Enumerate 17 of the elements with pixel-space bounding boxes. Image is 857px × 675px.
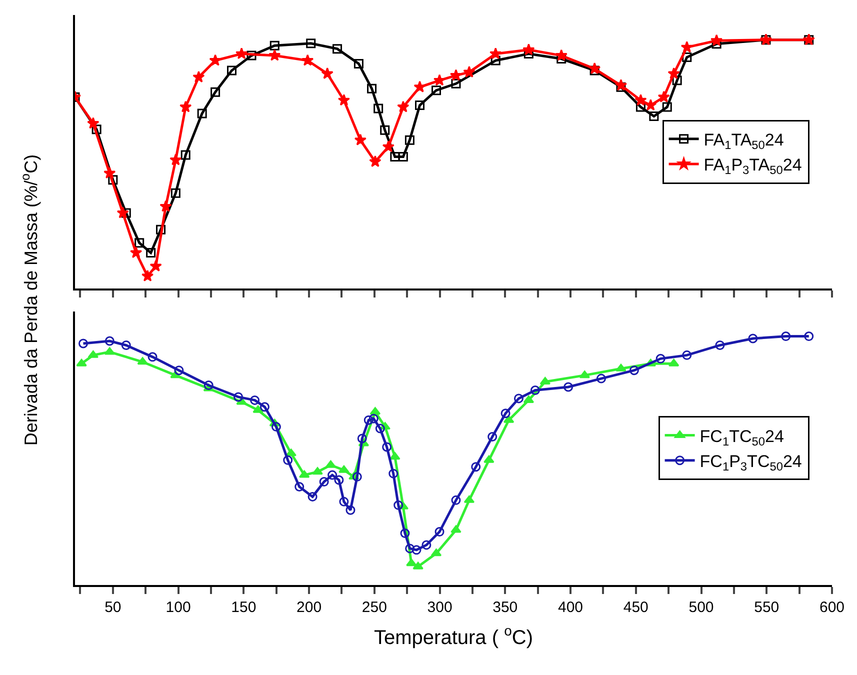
x-tick-label: 450 (623, 599, 648, 616)
legend-label: FC$_{1}$P$_{3}$TC$_{50}$24 (700, 452, 802, 474)
x-tick-label: 400 (558, 599, 584, 616)
x-tick-label: 350 (492, 599, 518, 616)
legend-label: FA$_{1}$TA$_{50}$24 (704, 130, 784, 152)
x-tick-label: 550 (754, 599, 780, 616)
x-tick-label: 150 (231, 599, 256, 616)
x-tick-label: 500 (688, 599, 714, 616)
legend-label: FC$_{1}$TC$_{50}$24 (700, 426, 784, 448)
x-axis-title: Temperatura ( $^{o}$C) (374, 622, 533, 649)
x-tick-label: 100 (166, 599, 191, 616)
x-tick-label: 250 (362, 599, 387, 616)
x-tick-label: 50 (104, 599, 122, 616)
x-tick-label: 600 (819, 599, 845, 616)
x-tick-label: 200 (296, 599, 322, 616)
x-tick-label: 300 (427, 599, 452, 616)
legend-label: FA$_{1}$P$_{3}$TA$_{50}$24 (704, 156, 802, 178)
